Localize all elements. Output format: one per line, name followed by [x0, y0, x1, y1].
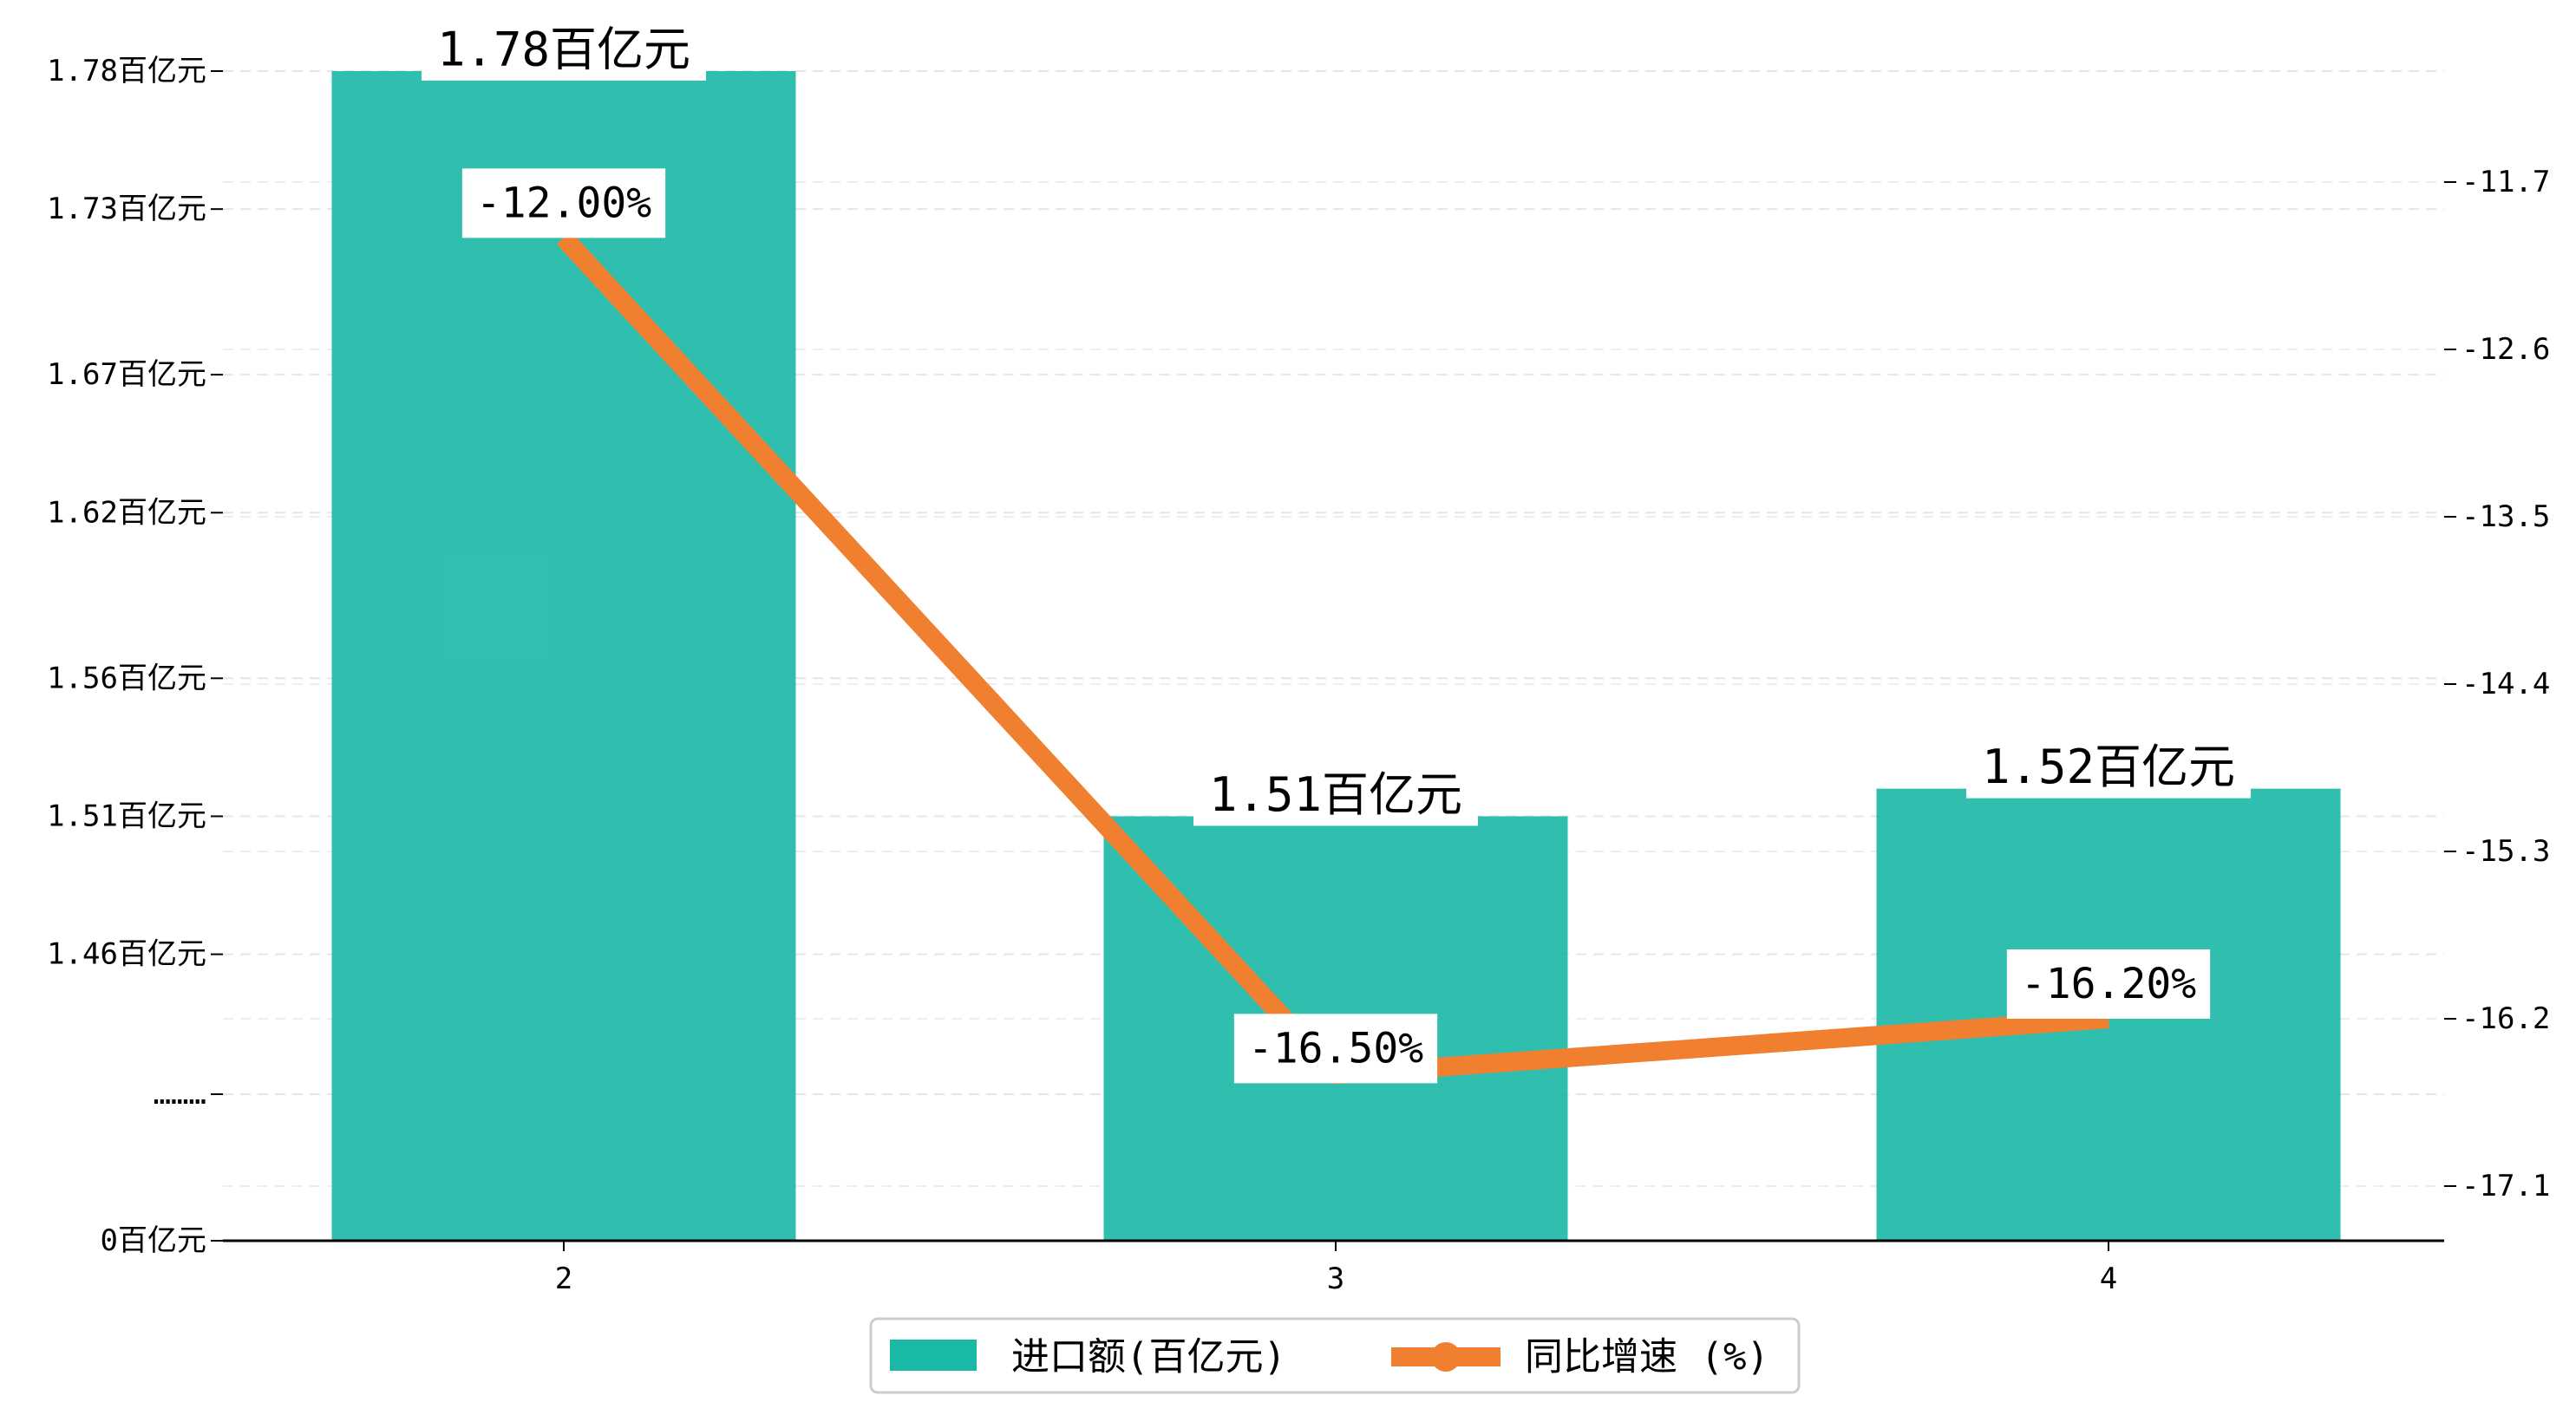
- left-tick-label: 1.62百亿元: [47, 495, 206, 530]
- legend-box: [869, 1317, 1801, 1394]
- line-value-label-box: [2006, 949, 2211, 1019]
- bar-value-label: 1.78百亿元: [437, 23, 690, 77]
- bar-value-label-box: [1193, 763, 1479, 826]
- left-tick-label: ………: [154, 1077, 206, 1112]
- left-tick-label: 1.73百亿元: [47, 192, 206, 226]
- line-value-label: -16.50%: [1248, 1024, 1423, 1073]
- right-tick-label: -12.6: [2462, 332, 2550, 367]
- bar-value-label: 1.52百亿元: [1982, 740, 2235, 794]
- legend-swatch-bar: [890, 1340, 977, 1371]
- line-value-label-box: [461, 168, 666, 238]
- left-tick-label: 1.56百亿元: [47, 661, 206, 695]
- legend-marker-line: [1431, 1342, 1461, 1372]
- bar-value-label: 1.51百亿元: [1209, 767, 1462, 822]
- bar: [331, 71, 796, 1241]
- left-tick-label: 0百亿元: [101, 1223, 206, 1258]
- x-tick-label: 4: [2100, 1262, 2117, 1296]
- bar-value-label-box: [421, 18, 707, 81]
- left-tick-label: 1.67百亿元: [47, 357, 206, 392]
- x-tick-label: 2: [555, 1262, 572, 1296]
- line-value-label: -12.00%: [476, 179, 651, 227]
- bar-value-label-box: [1965, 735, 2252, 799]
- left-tick-label: 1.78百亿元: [47, 54, 206, 88]
- right-tick-label: -15.3: [2462, 834, 2550, 869]
- left-tick-label: 1.46百亿元: [47, 937, 206, 972]
- right-tick-label: -11.7: [2462, 165, 2550, 199]
- right-tick-label: -17.1: [2462, 1169, 2550, 1203]
- line-value-label-box: [1233, 1014, 1438, 1084]
- x-tick-label: 3: [1327, 1262, 1344, 1296]
- right-tick-label: -13.5: [2462, 499, 2550, 534]
- line-value-label: -16.20%: [2021, 960, 2196, 1008]
- legend-label-line: 同比增速 (%): [1525, 1335, 1769, 1379]
- right-tick-label: -14.4: [2462, 667, 2550, 701]
- left-tick-label: 1.51百亿元: [47, 799, 206, 833]
- right-tick-label: -16.2: [2462, 1001, 2550, 1036]
- legend-label-bar: 进口额(百亿元): [1011, 1335, 1286, 1379]
